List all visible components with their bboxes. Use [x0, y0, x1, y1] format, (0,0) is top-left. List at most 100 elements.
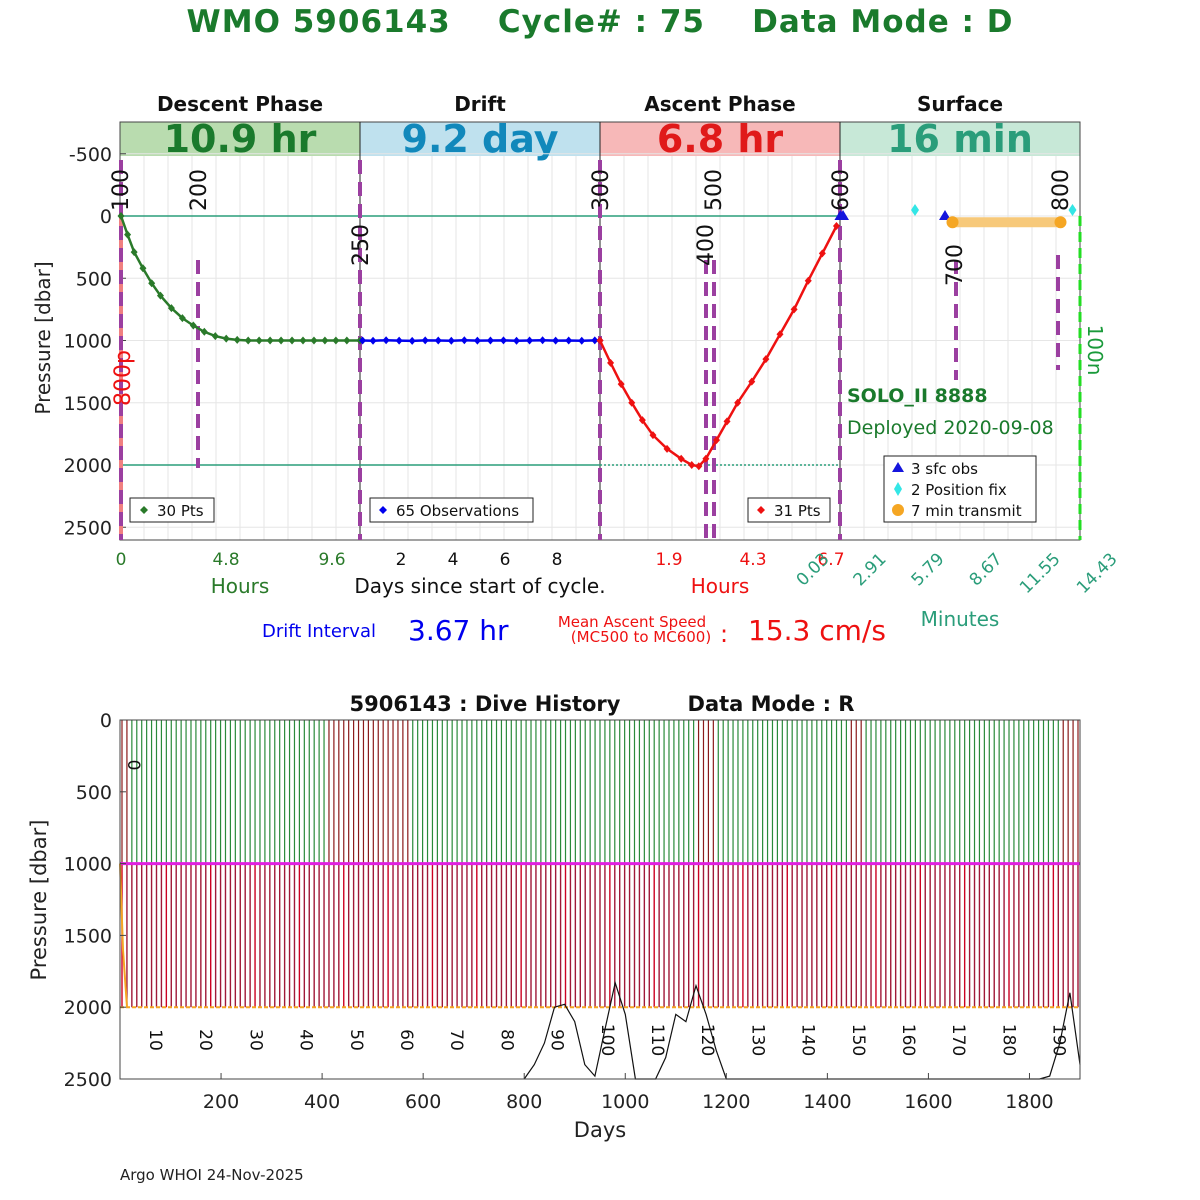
phase-duration-2: 6.8 hr	[657, 117, 784, 161]
cycle-label: Cycle# : 75	[497, 4, 705, 40]
descent-point	[117, 212, 125, 220]
descent-point	[332, 336, 340, 345]
ascent-speed-label-1: Mean Ascent Speed	[558, 613, 706, 631]
drift-point	[434, 336, 442, 345]
bottom-x-tick-label: 1600	[904, 1091, 952, 1113]
bottom-x-tick-label: 800	[506, 1091, 542, 1113]
bottom-x-tick-label: 400	[304, 1091, 340, 1113]
descent-tick-label: 9.6	[318, 550, 345, 570]
descent-point	[222, 334, 230, 343]
bottom-y-tick-label: 500	[76, 782, 112, 804]
first-descent-trace	[119, 863, 128, 1008]
ascent-point	[776, 330, 784, 339]
mc-label-700: 700	[943, 244, 968, 286]
position-fix-legend-text: 2 Position fix	[911, 481, 1007, 499]
mc-label-250: 250	[349, 224, 374, 266]
bottom-x-tick-label: 200	[203, 1091, 239, 1113]
surface-tick-label: 11.55	[1016, 549, 1065, 598]
ascent-point	[628, 398, 636, 407]
drift-point	[539, 336, 547, 345]
mc-label-500: 500	[702, 169, 727, 211]
dive-history-title: 5906143 : Dive History	[350, 692, 621, 716]
bottom-x-tick-label: 1400	[803, 1091, 851, 1113]
side-label-800p: 800p	[111, 350, 136, 406]
transmit-legend-text: 7 min transmit	[911, 502, 1022, 520]
descent-point	[244, 336, 252, 345]
drift-point	[499, 336, 507, 345]
bottom-y-tick-label: 1500	[64, 925, 112, 947]
drift-point	[460, 336, 468, 345]
descent-point	[343, 336, 351, 345]
ascent-hours-label: Hours	[691, 574, 750, 598]
cycle-number-label: 80	[496, 1029, 516, 1051]
surface-tick-label: 8.67	[966, 549, 1007, 590]
transmit-start-point	[946, 216, 959, 229]
float-type-label: SOLO_II 8888	[847, 385, 988, 407]
descent-tick-label: 0	[116, 550, 127, 570]
drift-point	[591, 336, 599, 345]
phase-duration-box-2	[600, 122, 840, 156]
descent-point	[277, 336, 285, 345]
drift-legend-marker	[379, 506, 387, 514]
drift-legend-text: 65 Observations	[396, 502, 519, 520]
bottom-y-tick-label: 2500	[64, 1069, 112, 1091]
cycle-number-label: 140	[798, 1024, 818, 1056]
ascent-point	[688, 461, 696, 469]
ascent-point	[804, 276, 812, 285]
descent-point	[310, 336, 318, 345]
bottom-y-axis-label: Pressure [dbar]	[27, 820, 51, 981]
ascent-point	[734, 398, 742, 407]
y-tick-label: 0	[100, 206, 112, 228]
cycle-number-label: 30	[245, 1029, 265, 1051]
ascent-tick-label: 1.9	[655, 550, 682, 570]
ascent-point	[712, 436, 720, 445]
footer-credit: Argo WHOI 24-Nov-2025	[120, 1166, 304, 1184]
descent-point	[255, 336, 263, 345]
ascent-speed-label-2: (MC500 to MC600)	[571, 628, 711, 646]
y-tick-label: 2000	[64, 455, 112, 477]
y-tick-label: 2500	[64, 517, 112, 539]
mc-label-600: 600	[829, 169, 854, 211]
descent-point	[139, 264, 147, 273]
bottom-y-tick-label: 1000	[64, 854, 112, 876]
y-tick-label: -500	[69, 144, 112, 166]
mc-label-100: 100	[109, 169, 134, 211]
drift-point	[369, 336, 377, 345]
drift-tick-label: 6	[500, 550, 511, 570]
data-mode-label: Data Mode : D	[752, 4, 1014, 40]
descent-point	[321, 336, 329, 345]
mc-label-400: 400	[694, 224, 719, 266]
cycle-number-label: 60	[396, 1029, 416, 1051]
drift-interval-label: Drift Interval	[262, 621, 376, 642]
deployment-date-label: Deployed 2020-09-08	[847, 417, 1054, 439]
ascent-point	[677, 454, 685, 463]
cycle-number-label: 150	[848, 1024, 868, 1056]
phase-duration-3: 16 min	[887, 117, 1033, 161]
ascent-legend-marker	[757, 506, 765, 514]
drift-tick-label: 2	[396, 550, 407, 570]
bottom-x-tick-label: 1000	[601, 1091, 649, 1113]
y-tick-label: 1500	[64, 393, 112, 415]
surface-tick-label: 2.91	[850, 549, 891, 590]
ascent-point	[723, 417, 731, 426]
drift-point	[526, 336, 534, 345]
ascent-tick-label: 4.3	[739, 550, 766, 570]
cycle-number-label: 70	[446, 1029, 466, 1051]
bottom-x-tick-label: 1800	[1005, 1091, 1053, 1113]
ascent-point	[762, 355, 770, 364]
cycle-number-label: 130	[747, 1024, 767, 1056]
position-fix-legend-marker	[894, 482, 902, 496]
drift-point	[552, 336, 560, 345]
drift-point	[359, 336, 367, 345]
ascent-point	[663, 444, 671, 453]
days-axis-label: Days since start of cycle.	[354, 574, 605, 598]
descent-point	[233, 335, 241, 344]
bottom-axes-frame	[119, 719, 1081, 1080]
phase-label-2: Ascent Phase	[644, 92, 795, 116]
drift-point	[395, 336, 403, 345]
cycle-number-label: 90	[547, 1029, 567, 1051]
sfc-obs-legend-text: 3 sfc obs	[911, 460, 978, 478]
bottom-x-tick-label: 600	[405, 1091, 441, 1113]
surface-legend-box	[883, 455, 1037, 523]
